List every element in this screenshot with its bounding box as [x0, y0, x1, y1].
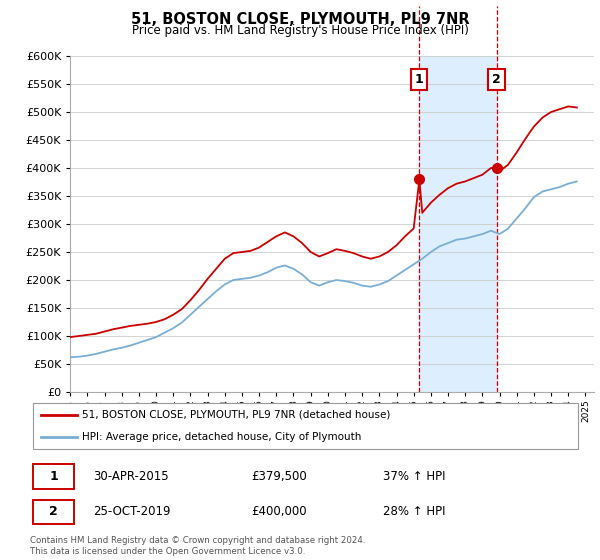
- Text: Contains HM Land Registry data © Crown copyright and database right 2024.
This d: Contains HM Land Registry data © Crown c…: [30, 536, 365, 556]
- Text: Price paid vs. HM Land Registry's House Price Index (HPI): Price paid vs. HM Land Registry's House …: [131, 24, 469, 36]
- Bar: [419, 56, 497, 392]
- Text: HPI: Average price, detached house, City of Plymouth: HPI: Average price, detached house, City…: [82, 432, 362, 442]
- Bar: [33, 464, 74, 488]
- Text: £400,000: £400,000: [251, 506, 307, 519]
- Text: 1: 1: [49, 470, 58, 483]
- Text: 37% ↑ HPI: 37% ↑ HPI: [383, 470, 446, 483]
- Text: 2: 2: [49, 506, 58, 519]
- Text: 28% ↑ HPI: 28% ↑ HPI: [383, 506, 446, 519]
- Text: £379,500: £379,500: [251, 470, 307, 483]
- Text: 51, BOSTON CLOSE, PLYMOUTH, PL9 7NR: 51, BOSTON CLOSE, PLYMOUTH, PL9 7NR: [131, 12, 469, 27]
- Bar: [33, 500, 74, 524]
- Text: 25-OCT-2019: 25-OCT-2019: [94, 506, 171, 519]
- Text: 30-APR-2015: 30-APR-2015: [94, 470, 169, 483]
- Text: 1: 1: [415, 73, 424, 86]
- Text: 51, BOSTON CLOSE, PLYMOUTH, PL9 7NR (detached house): 51, BOSTON CLOSE, PLYMOUTH, PL9 7NR (det…: [82, 410, 391, 420]
- Text: 2: 2: [492, 73, 501, 86]
